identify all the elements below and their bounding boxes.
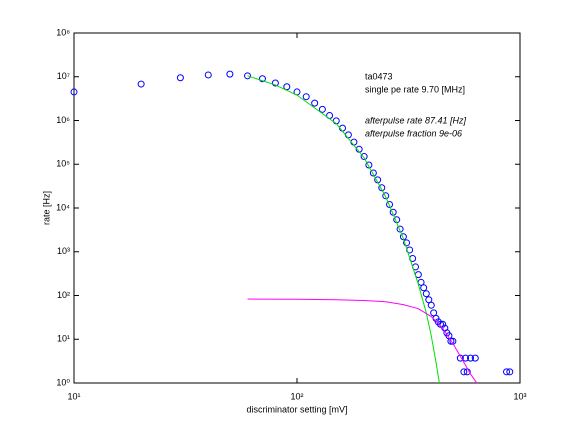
data-point	[378, 184, 386, 192]
y-tick-label: 10²	[57, 290, 70, 300]
data-point	[382, 192, 390, 200]
data-point	[244, 72, 252, 80]
data-point	[462, 354, 470, 362]
data-point	[471, 354, 479, 362]
data-point	[436, 320, 444, 328]
data-point	[137, 80, 145, 88]
data-point	[204, 71, 212, 79]
data-point	[70, 88, 78, 96]
data-point	[318, 105, 326, 113]
data-point	[456, 354, 464, 362]
y-tick-label: 10⁷	[57, 71, 70, 81]
data-point	[311, 99, 319, 107]
data-point	[460, 368, 468, 376]
data-point	[226, 70, 234, 78]
data-point	[176, 74, 184, 82]
y-tick-label: 10¹	[57, 334, 70, 344]
y-tick-label: 10⁵	[56, 159, 70, 169]
data-point	[369, 169, 377, 177]
data-point	[506, 368, 514, 376]
annotation: afterpulse fraction 9e-06	[365, 128, 462, 138]
data-point	[271, 79, 279, 87]
data-point	[302, 93, 310, 101]
data-point	[439, 320, 447, 328]
annotation: afterpulse rate 87.41 [Hz]	[365, 115, 467, 125]
x-axis-label: discriminator setting [mV]	[246, 404, 347, 414]
data-point	[360, 153, 368, 161]
y-tick-label: 10⁶	[56, 115, 70, 125]
data-point	[503, 368, 511, 376]
y-tick-label: 10⁴	[56, 202, 70, 212]
data-point	[420, 284, 428, 292]
annotation: single pe rate 9.70 [MHz]	[365, 84, 465, 94]
data-point	[258, 75, 266, 83]
data-point	[365, 161, 373, 169]
y-tick-label: 10⁸	[56, 27, 70, 37]
data-point	[467, 354, 475, 362]
fit-line	[247, 75, 440, 384]
annotation: ta0473	[365, 71, 393, 81]
data-point	[422, 290, 430, 298]
data-point	[447, 337, 455, 345]
x-tick-label: 10²	[290, 391, 303, 401]
x-tick-label: 10¹	[67, 391, 80, 401]
y-axis-label: rate [Hz]	[41, 191, 51, 225]
x-tick-label: 10³	[513, 391, 526, 401]
fit-line	[247, 298, 478, 384]
y-tick-label: 10³	[57, 246, 70, 256]
data-point	[403, 239, 411, 247]
y-tick-label: 10⁰	[56, 377, 70, 387]
data-point	[427, 301, 435, 309]
data-point	[386, 201, 394, 209]
